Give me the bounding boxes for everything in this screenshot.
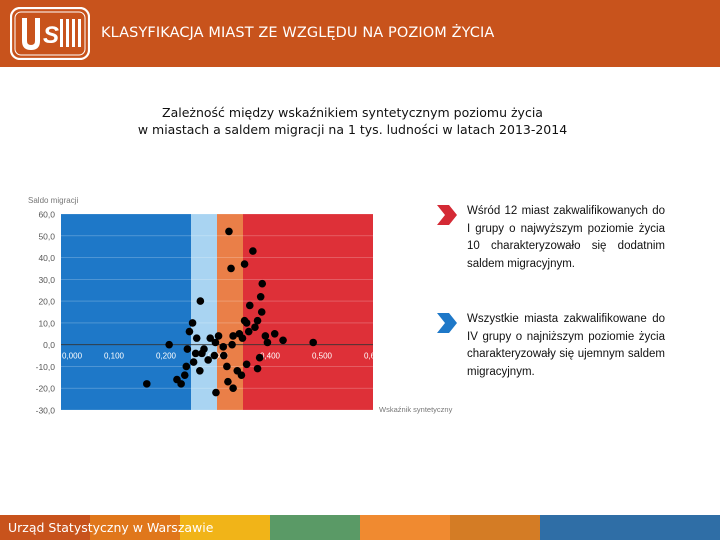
data-point [224,377,232,386]
y-tick-label: 40,0 [38,253,55,263]
data-point [192,334,201,342]
data-point [249,247,257,255]
y-tick-label: 10,0 [38,318,55,328]
y-tick-label: -20,0 [36,384,56,394]
data-point [198,349,206,358]
x-tick-label: 0,500 [312,352,333,361]
y-tick-label: -30,0 [36,406,56,416]
x-axis-label: Wskaźnik syntetyczny [379,405,453,414]
data-point [244,327,253,336]
y-axis-label: Saldo migracji [28,196,78,205]
data-point [227,264,235,273]
x-tick-label: 0,300 [208,352,229,361]
chart-zone [61,214,191,410]
data-point [238,334,247,342]
svg-text:S: S [43,22,59,49]
note-group-1-text: Wśród 12 miast zakwalifikowanych do I gr… [467,205,665,270]
data-point [219,351,228,360]
y-tick-label: 0,0 [43,340,55,350]
footer-bar: Urząd Statystyczny w Warszawie [0,515,720,540]
page-title: KLASYFIKACJA MIAST ZE WZGLĘDU NA POZIOM … [101,25,495,41]
footer-color-segment [0,515,90,540]
y-tick-label: 50,0 [38,231,55,241]
x-tick-label: 0,600 [364,352,385,361]
chart-title: Zależność między wskaźnikiem syntetyczny… [0,104,705,138]
data-point [177,380,185,388]
data-point [211,338,220,347]
data-point [183,345,192,353]
data-point [253,364,262,373]
data-point [196,367,204,375]
data-point [261,332,270,340]
x-tick-label: 0,100 [104,352,125,361]
footer-label: Urząd Statystyczny w Warszawie [8,520,214,535]
x-tick-label: 0,000 [62,352,83,361]
data-point [206,334,215,342]
note-group-4-text: Wszystkie miasta zakwalifikowane do IV g… [467,313,665,378]
data-point [242,360,251,369]
footer-color-segment [180,515,270,540]
footer-color-segment [270,515,360,540]
data-point [279,336,287,345]
data-point [270,329,279,338]
red-arrow-icon [437,205,457,225]
data-point [182,362,191,371]
data-point [219,343,228,351]
data-point [229,384,237,393]
note-group-4: Wszystkie miasta zakwalifikowane do IV g… [435,311,665,381]
data-point [255,353,264,362]
footer-color-segment [90,515,180,540]
data-point [143,380,151,388]
header-bar: S KLASYFIKACJA MIAST ZE WZGLĘDU NA POZIO… [0,0,720,67]
data-point [257,308,266,316]
y-tick-label: 60,0 [38,210,55,220]
y-tick-label: -10,0 [36,362,56,372]
data-point [204,356,212,364]
data-point [165,340,173,349]
x-tick-label: 0,200 [156,352,177,361]
data-point [223,362,231,371]
blue-arrow-icon [437,313,457,333]
data-point [251,323,259,332]
data-point [240,260,249,268]
note-group-1: Wśród 12 miast zakwalifikowanych do I gr… [435,203,665,273]
data-point [258,279,267,288]
data-point [191,349,200,358]
data-point [214,332,223,340]
footer-color-segment [360,515,450,540]
footer-color-segment [540,515,720,540]
data-point [185,327,194,336]
data-point [188,319,197,327]
data-point [210,351,219,360]
data-point [189,358,198,366]
ustat-logo-icon: S [10,7,90,60]
y-tick-label: 30,0 [38,275,55,285]
chart-zone [191,214,217,410]
data-point [256,292,265,301]
scatter-chart: 60,0 50,0 40,0 30,0 20,0 10,0 0,0 -10,0 -20,0 -30… [28,196,453,416]
data-point [245,301,254,310]
data-point [228,340,236,349]
chart-title-line-2: w miastach a saldem migracji na 1 tys. l… [137,122,568,137]
data-point [263,338,272,347]
footer-color-segment [450,515,540,540]
x-tick-label: 0,400 [260,352,281,361]
data-point [229,332,237,340]
data-point [253,316,262,325]
data-point [196,297,205,305]
data-point [242,319,251,327]
data-point [237,371,246,379]
data-point [180,371,189,379]
y-tick-label: 20,0 [38,297,55,307]
data-point [212,388,220,397]
data-point [225,227,233,236]
data-point [309,338,318,347]
chart-title-line-1: Zależność między wskaźnikiem syntetyczny… [162,105,543,120]
